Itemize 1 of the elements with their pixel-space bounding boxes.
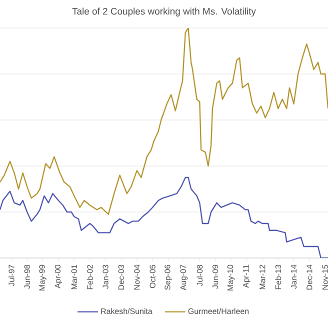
chart-title: Tale of 2 Couples working with Ms. Volatility [72, 8, 256, 17]
